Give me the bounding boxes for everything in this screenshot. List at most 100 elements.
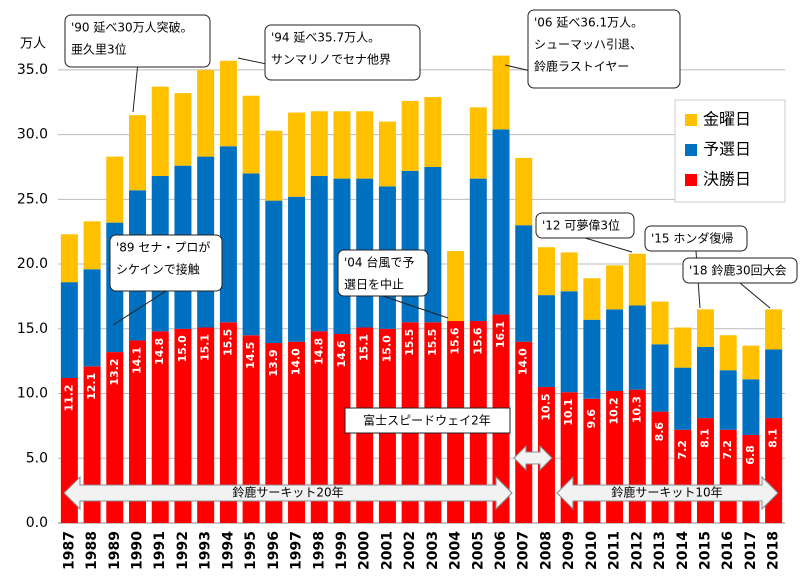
bar-segment bbox=[60, 282, 78, 378]
value-label: 14.1 bbox=[131, 347, 144, 374]
callout-box bbox=[109, 234, 223, 292]
callout-box bbox=[644, 225, 748, 252]
bar-segment bbox=[674, 367, 692, 430]
bar-segment bbox=[242, 173, 260, 336]
bar-segment bbox=[560, 252, 578, 292]
value-label: 10.5 bbox=[539, 393, 552, 420]
y-tick-label: 10.0 bbox=[17, 386, 48, 402]
callout-text: シューマッハ引退、 bbox=[534, 38, 642, 52]
x-tick-label: 2008 bbox=[538, 531, 554, 570]
callout-text: '12 可夢偉3位 bbox=[542, 218, 620, 233]
bar-segment bbox=[628, 305, 646, 390]
value-label: 15.5 bbox=[403, 329, 416, 356]
value-label: 15.0 bbox=[380, 335, 393, 362]
callout-pointer bbox=[112, 290, 167, 326]
bar-segment bbox=[469, 178, 487, 322]
bar-segment bbox=[151, 331, 169, 523]
bar-segment bbox=[674, 327, 692, 368]
callout-text: 鈴鹿ラストイヤー bbox=[534, 59, 629, 74]
callout-pointer bbox=[739, 282, 771, 309]
value-label: 15.5 bbox=[426, 329, 439, 356]
bar-segment bbox=[83, 269, 101, 367]
legend-label: 決勝日 bbox=[703, 170, 751, 189]
x-tick-label: 2013 bbox=[652, 531, 668, 570]
callout-pointer bbox=[132, 66, 138, 113]
x-tick-label: 1989 bbox=[107, 531, 123, 570]
callout-pointer bbox=[382, 295, 449, 319]
bar-segment bbox=[60, 234, 78, 283]
callout-box bbox=[264, 24, 421, 81]
legend-swatch bbox=[685, 174, 697, 186]
callout-text: 選日を中止 bbox=[344, 277, 404, 292]
bar-segment bbox=[742, 379, 760, 435]
value-label: 13.2 bbox=[108, 359, 121, 386]
value-label: 15.1 bbox=[199, 334, 212, 361]
bar-segment bbox=[719, 335, 737, 371]
bar-segment bbox=[310, 111, 328, 177]
bar-segment bbox=[129, 340, 147, 523]
callout-box bbox=[64, 14, 211, 68]
x-tick-label: 2016 bbox=[720, 531, 736, 570]
span-label: 鈴鹿サーキット20年 bbox=[232, 485, 343, 500]
bar-segment bbox=[583, 278, 601, 320]
bar-segment bbox=[219, 146, 237, 323]
value-label: 15.1 bbox=[358, 334, 371, 361]
value-label: 8.6 bbox=[653, 422, 666, 442]
value-label: 10.1 bbox=[562, 399, 575, 426]
bar-segment bbox=[197, 327, 215, 523]
legend-swatch bbox=[685, 144, 697, 156]
x-tick-label: 1992 bbox=[175, 531, 191, 570]
x-tick-label: 2015 bbox=[697, 531, 713, 570]
x-tick-label: 2010 bbox=[584, 531, 600, 570]
bar-segment bbox=[219, 322, 237, 523]
bar-segment bbox=[401, 100, 419, 171]
bar-segment bbox=[424, 97, 442, 167]
value-label: 14.5 bbox=[244, 342, 257, 369]
bar-segment bbox=[742, 345, 760, 380]
x-tick-label: 1991 bbox=[152, 531, 168, 570]
value-label: 15.5 bbox=[221, 329, 234, 356]
bar-segment bbox=[537, 295, 555, 388]
bar-segment bbox=[242, 335, 260, 523]
callout-text: '04 台風で予 bbox=[344, 255, 414, 270]
x-tick-label: 2001 bbox=[379, 531, 395, 570]
callout-box bbox=[527, 9, 681, 89]
value-label: 6.8 bbox=[744, 445, 757, 465]
bar-segment bbox=[356, 111, 374, 179]
callout-text: '90 延べ30万人突破。 bbox=[71, 20, 193, 35]
bar-segment bbox=[265, 130, 283, 201]
bar-segment bbox=[765, 349, 783, 419]
bar-segment bbox=[288, 341, 306, 523]
callout-text: '94 延べ35.7万人。 bbox=[271, 31, 380, 45]
legend-label: 予選日 bbox=[703, 140, 751, 159]
value-label: 9.6 bbox=[585, 409, 598, 429]
callout-text: '89 セナ・プロが bbox=[116, 240, 210, 255]
bar-segment bbox=[174, 328, 192, 523]
value-label: 8.1 bbox=[698, 428, 711, 448]
callout-text: シケインで接触 bbox=[116, 262, 200, 277]
bar-segment bbox=[333, 111, 351, 179]
value-label: 14.8 bbox=[153, 338, 166, 365]
x-tick-label: 1997 bbox=[289, 531, 305, 570]
span-arrow bbox=[556, 475, 779, 511]
bar-segment bbox=[401, 170, 419, 323]
bar-segment bbox=[151, 86, 169, 177]
bar-segment bbox=[265, 200, 283, 344]
callout-text: '06 延べ36.1万人。 bbox=[534, 16, 643, 30]
value-label: 13.9 bbox=[267, 349, 280, 376]
bar-segment bbox=[242, 95, 260, 174]
x-tick-label: 1987 bbox=[61, 531, 77, 570]
callout-pointer bbox=[584, 237, 633, 253]
bar-segment bbox=[606, 265, 624, 310]
y-tick-label: 25.0 bbox=[17, 191, 48, 207]
bar-segment bbox=[696, 309, 714, 347]
bar-segment bbox=[106, 156, 124, 223]
span-label: 富士スピードウェイ2年 bbox=[363, 413, 491, 428]
value-label: 14.6 bbox=[335, 340, 348, 367]
bar-segment bbox=[651, 344, 669, 412]
bar-segment bbox=[719, 370, 737, 430]
bar-segment bbox=[583, 319, 601, 399]
value-label: 15.0 bbox=[176, 335, 189, 362]
x-tick-label: 2014 bbox=[675, 531, 691, 570]
x-tick-label: 1995 bbox=[243, 531, 259, 570]
